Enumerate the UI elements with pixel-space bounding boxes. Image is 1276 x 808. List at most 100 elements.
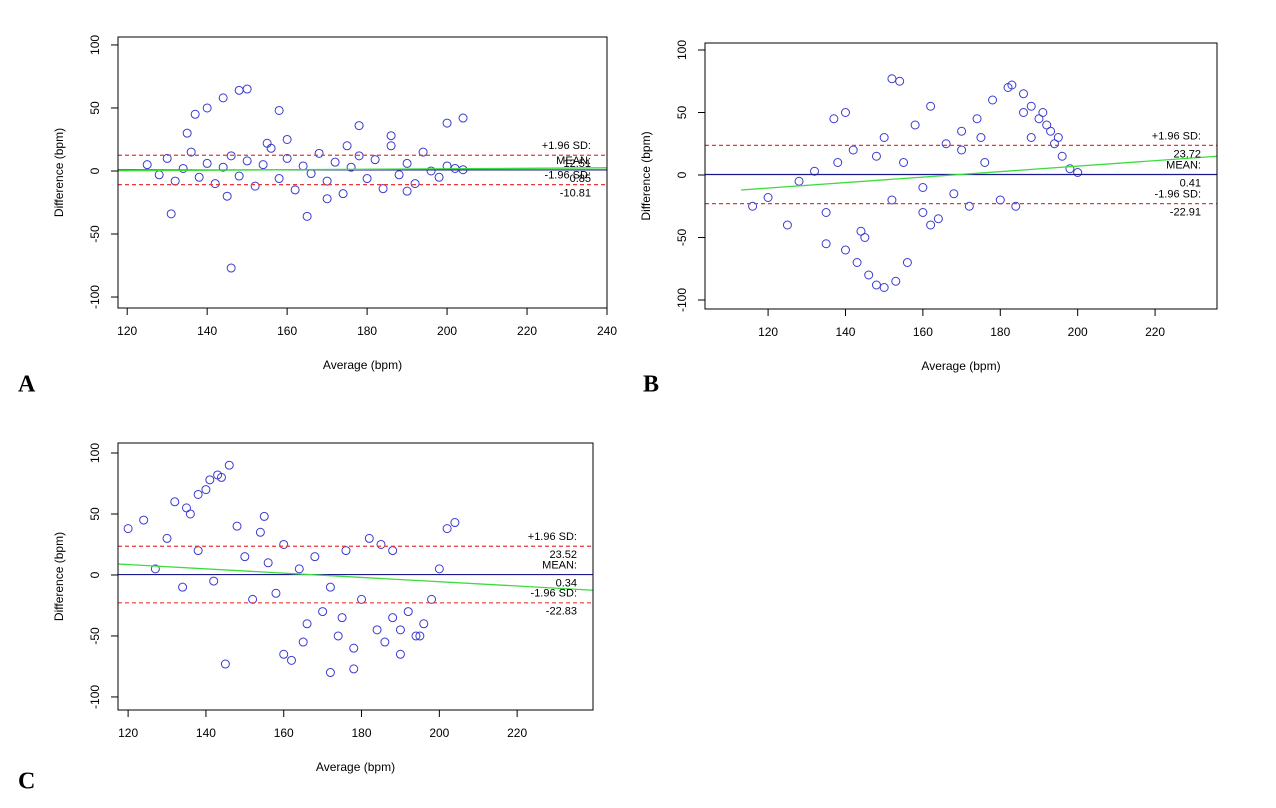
point: [450, 518, 460, 528]
point: [941, 139, 951, 149]
x-tick-label: 160: [277, 324, 297, 338]
point: [318, 607, 328, 617]
point: [226, 263, 236, 273]
point: [833, 158, 843, 167]
y-tick-label: -50: [88, 225, 102, 243]
point: [226, 151, 236, 161]
point: [325, 668, 335, 678]
point: [279, 649, 289, 659]
point: [338, 189, 348, 199]
point: [154, 170, 164, 180]
x-tick-label: 220: [1145, 325, 1165, 339]
point: [415, 631, 425, 641]
x-tick-label: 140: [197, 324, 217, 338]
point: [362, 174, 372, 184]
point: [418, 147, 428, 157]
point: [910, 120, 920, 130]
point: [871, 280, 881, 290]
point: [322, 176, 332, 186]
x-tick-label: 140: [196, 726, 216, 740]
point: [388, 613, 398, 623]
point: [178, 163, 188, 173]
y-tick-label: -100: [88, 285, 102, 309]
point: [234, 171, 244, 181]
point: [957, 126, 967, 136]
point: [202, 158, 212, 168]
point: [829, 114, 839, 124]
point: [403, 607, 413, 617]
lower-label: -1.96 SD:: [1155, 189, 1201, 201]
point: [388, 546, 398, 556]
point: [150, 564, 160, 574]
point: [410, 179, 420, 189]
point: [201, 485, 211, 495]
point: [178, 582, 188, 592]
y-tick-label: 100: [88, 35, 102, 55]
mean-label: MEAN:: [542, 559, 577, 571]
point: [222, 191, 232, 201]
x-tick-label: 200: [437, 324, 457, 338]
point: [298, 637, 308, 647]
y-tick-label: 0: [88, 167, 102, 174]
y-tick-label: 50: [675, 106, 689, 120]
point: [123, 524, 133, 534]
mean-value: 0.85: [570, 173, 591, 185]
point: [220, 659, 230, 669]
x-axis-title: Average (bpm): [316, 760, 395, 774]
point: [274, 105, 284, 115]
point: [419, 619, 429, 629]
point: [1019, 89, 1029, 99]
y-tick-label: -100: [675, 288, 689, 312]
point: [282, 153, 292, 163]
point: [821, 239, 831, 249]
point: [1057, 151, 1067, 161]
point: [162, 533, 172, 543]
x-tick-label: 160: [913, 325, 933, 339]
y-axis-title: Difference (bpm): [52, 532, 66, 621]
upper-label: +1.96 SD:: [528, 531, 577, 543]
point: [426, 166, 436, 176]
point: [1026, 101, 1036, 111]
point: [372, 625, 382, 635]
point: [918, 208, 928, 217]
point: [442, 524, 452, 534]
point: [840, 245, 850, 255]
mean-label: MEAN:: [1166, 159, 1201, 171]
point: [840, 108, 850, 117]
mean-value: 0.34: [556, 577, 577, 589]
lower-label: -1.96 SD:: [545, 170, 591, 182]
point: [357, 594, 367, 604]
point: [202, 103, 212, 113]
point: [242, 84, 252, 94]
trend-line: [117, 167, 608, 172]
point: [918, 183, 928, 192]
point: [258, 160, 268, 170]
point: [210, 179, 220, 189]
point: [170, 497, 180, 507]
y-tick-label: 0: [88, 571, 102, 578]
upper-label: +1.96 SD:: [542, 140, 591, 152]
upper-label: +1.96 SD:: [1152, 130, 1201, 142]
point: [1026, 133, 1036, 142]
lower-label: -1.96 SD:: [531, 588, 577, 600]
lower-value: -10.81: [560, 188, 591, 200]
point: [259, 511, 269, 521]
point: [342, 141, 352, 151]
point: [185, 509, 195, 519]
point: [848, 145, 858, 155]
y-axis-title: Difference (bpm): [639, 131, 653, 220]
point: [193, 489, 203, 499]
point: [242, 156, 252, 166]
point: [349, 664, 359, 674]
x-tick-label: 120: [758, 325, 778, 339]
point: [162, 153, 172, 163]
lower-value: -22.91: [1170, 207, 1201, 219]
x-tick-label: 180: [357, 324, 377, 338]
point: [170, 176, 180, 186]
point: [1007, 80, 1017, 90]
panel-label: C: [18, 769, 35, 795]
x-tick-label: 220: [517, 324, 537, 338]
